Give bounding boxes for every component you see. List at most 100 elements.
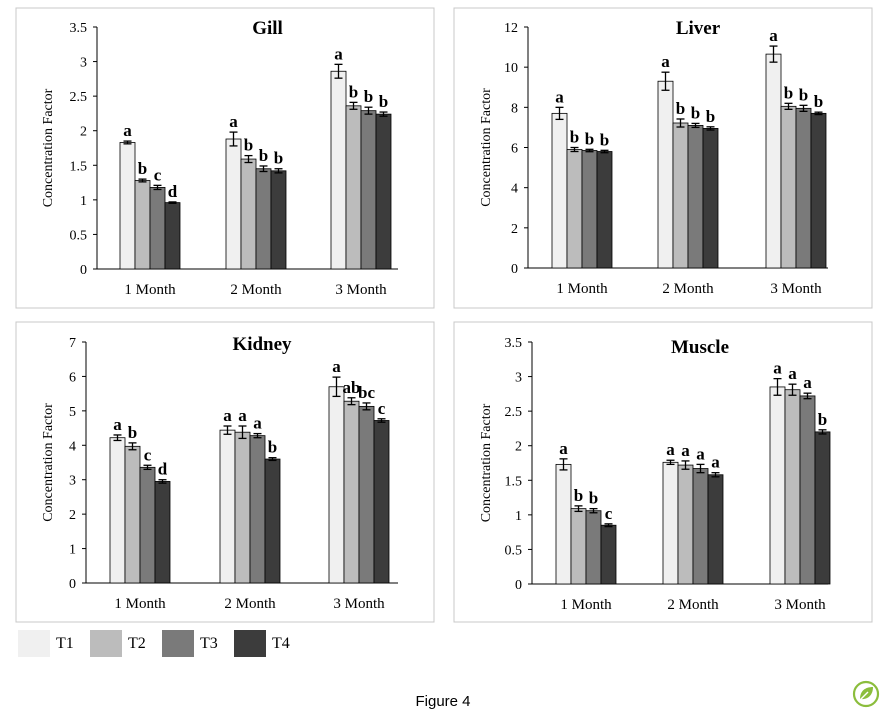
x-tick-label: 1 Month — [560, 597, 612, 613]
significance-letter: a — [773, 359, 782, 378]
significance-letter: a — [229, 112, 238, 131]
bar-t3 — [799, 395, 816, 585]
bar-t4 — [702, 128, 719, 269]
significance-letter: a — [711, 453, 720, 472]
error-bar — [585, 148, 594, 153]
significance-letter: a — [559, 439, 568, 458]
error-bar — [259, 165, 268, 173]
y-tick-label: 2.5 — [505, 405, 523, 420]
legend-label: T4 — [272, 635, 290, 652]
y-tick-label: 6 — [69, 370, 76, 385]
significance-letter: b — [259, 146, 268, 165]
error-bar — [268, 457, 277, 462]
significance-letter: b — [589, 489, 598, 508]
significance-letter: a — [681, 441, 690, 460]
significance-letter: b — [349, 82, 358, 101]
bar-t4 — [264, 458, 281, 584]
error-bar — [706, 126, 715, 131]
bar-t1 — [555, 463, 572, 585]
significance-letter: a — [113, 415, 122, 434]
bar-t4 — [154, 481, 171, 584]
legend-label: T1 — [56, 635, 74, 652]
y-tick-label: 7 — [69, 336, 76, 351]
leaf-logo-icon — [852, 680, 880, 708]
significance-letter: b — [574, 486, 583, 505]
error-bar — [818, 429, 827, 435]
y-tick-label: 10 — [504, 61, 518, 76]
error-bar — [773, 377, 782, 396]
y-tick-label: 2 — [80, 125, 87, 140]
legend-label: T3 — [200, 635, 218, 652]
x-tick-label: 2 Month — [667, 597, 719, 613]
significance-letter: c — [144, 445, 152, 464]
error-bar — [574, 505, 583, 513]
bar-t4 — [600, 524, 617, 585]
error-bar — [238, 425, 247, 440]
significance-letter: a — [696, 444, 705, 463]
y-tick-label: 0 — [80, 263, 87, 278]
chart-title: Gill — [252, 18, 283, 39]
x-tick-label: 3 Month — [774, 597, 826, 613]
error-bar — [123, 140, 132, 145]
significance-letter: a — [803, 373, 812, 392]
significance-letter: bc — [358, 383, 375, 402]
y-tick-label: 2 — [515, 440, 522, 455]
error-bar — [347, 397, 356, 406]
y-axis-label: Concentration Factor — [41, 88, 56, 207]
y-axis-label: Concentration Factor — [479, 88, 494, 207]
bar-t1 — [328, 386, 345, 584]
y-tick-label: 0 — [511, 262, 518, 277]
significance-letter: b — [244, 136, 253, 155]
error-bar — [559, 458, 568, 471]
error-bar — [788, 383, 797, 396]
bar-t3 — [795, 107, 812, 269]
bar-t3 — [149, 187, 166, 270]
chart-panel-gill: Gill 0 0.5 1 1.5 2 2.5 3 3.5 Concentration Factor… — [15, 7, 435, 309]
bar-t4 — [596, 151, 613, 269]
error-bar — [113, 434, 122, 442]
x-tick-label: 1 Month — [124, 282, 176, 298]
error-bar — [334, 63, 343, 79]
bar-t1 — [225, 138, 242, 270]
significance-letter: b — [138, 159, 147, 178]
x-tick-label: 2 Month — [224, 596, 276, 612]
x-tick-label: 3 Month — [770, 281, 822, 297]
bar-t1 — [765, 53, 782, 269]
error-bar — [803, 392, 812, 400]
bar-t1 — [662, 461, 679, 585]
error-bar — [168, 201, 177, 204]
y-axis-label: Concentration Factor — [479, 403, 494, 522]
error-bar — [332, 376, 341, 398]
bar-t4 — [373, 420, 390, 584]
error-bar — [128, 442, 137, 451]
bar-t1 — [109, 437, 126, 584]
bar-t3 — [360, 110, 377, 270]
y-tick-label: 3 — [515, 371, 522, 386]
bar-t1 — [219, 429, 236, 584]
bar-t2 — [134, 180, 151, 270]
bar-t2 — [240, 158, 257, 270]
bar-t2 — [124, 445, 141, 584]
y-tick-label: 3 — [69, 474, 76, 489]
y-axis-label: Concentration Factor — [41, 403, 56, 522]
chart-title: Liver — [676, 18, 721, 39]
error-bar — [661, 71, 670, 91]
error-bar — [570, 146, 579, 153]
bar-t3 — [255, 168, 272, 270]
x-tick-label: 3 Month — [333, 596, 385, 612]
error-bar — [158, 479, 167, 484]
error-bar — [799, 104, 808, 112]
significance-letter: b — [274, 149, 283, 168]
chart-title: Kidney — [232, 334, 292, 355]
figure-caption: Figure 4 — [415, 693, 470, 710]
bar-t2 — [345, 105, 362, 270]
bar-t3 — [139, 466, 156, 584]
significance-letter: a — [555, 87, 564, 106]
error-bar — [379, 111, 388, 117]
significance-letter: c — [378, 399, 386, 418]
y-tick-label: 2.5 — [70, 90, 88, 105]
y-tick-label: 5 — [69, 405, 76, 420]
significance-letter: b — [784, 83, 793, 102]
